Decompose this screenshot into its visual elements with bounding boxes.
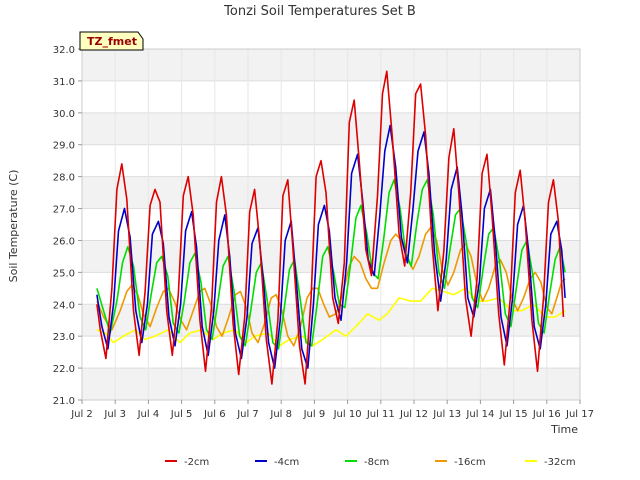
y-axis-label: Soil Temperature (C) xyxy=(7,170,20,283)
grid-band xyxy=(82,49,580,81)
x-tick-label: Jul 3 xyxy=(103,409,126,420)
grid-band xyxy=(82,208,580,241)
x-tick-label: Jul 2 xyxy=(70,409,93,420)
grid-band xyxy=(82,336,580,369)
legend-label: -32cm xyxy=(544,457,576,468)
y-tick-label: 30.0 xyxy=(53,109,75,120)
y-axis: 21.0 22.0 23.0 24.0 25.0 26.0 27.0 28.0 29.0 30.0… xyxy=(53,45,82,407)
y-tick-label: 32.0 xyxy=(53,45,75,56)
y-tick-label: 24.0 xyxy=(53,300,75,311)
x-tick-label: Jul 5 xyxy=(170,409,193,420)
x-tick-label: Jul 17 xyxy=(565,409,594,420)
x-tick-label: Jul 10 xyxy=(333,409,362,420)
x-tick-label: Jul 4 xyxy=(137,409,160,420)
site-badge-label: TZ_fmet xyxy=(87,35,137,48)
x-tick-label: Jul 7 xyxy=(236,409,259,420)
chart-title: Tonzi Soil Temperatures Set B xyxy=(223,4,416,19)
y-tick-label: 23.0 xyxy=(53,332,75,343)
grid-band xyxy=(82,112,580,145)
grid-band xyxy=(82,144,580,177)
legend: -2cm -4cm -8cm -16cm -32cm xyxy=(165,457,576,468)
x-axis: Jul 2 Jul 3 Jul 4 Jul 5 Jul 6 Jul 7 Jul 8 Jul 9… xyxy=(70,400,594,420)
x-tick-label: Jul 8 xyxy=(269,409,292,420)
x-tick-label: Jul 15 xyxy=(499,409,528,420)
site-badge-box xyxy=(79,31,144,51)
y-tick-label: 28.0 xyxy=(53,173,75,184)
y-tick-label: 26.0 xyxy=(53,236,75,247)
y-tick-label: 25.0 xyxy=(53,268,75,279)
y-tick-label: 22.0 xyxy=(53,364,75,375)
legend-label: -8cm xyxy=(364,457,389,468)
x-tick-label: Jul 6 xyxy=(203,409,226,420)
plot-series xyxy=(96,70,566,385)
grid-band xyxy=(82,368,580,400)
y-tick-label: 31.0 xyxy=(53,77,75,88)
y-tick-label: 29.0 xyxy=(53,141,75,152)
x-axis-label: Time xyxy=(550,423,578,436)
x-tick-label: Jul 13 xyxy=(432,409,461,420)
legend-label: -2cm xyxy=(184,457,209,468)
grid-band xyxy=(82,176,580,209)
x-tick-label: Jul 11 xyxy=(366,409,395,420)
legend-label: -16cm xyxy=(454,457,486,468)
x-tick-label: Jul 9 xyxy=(303,409,326,420)
plot-border xyxy=(81,48,581,401)
x-tick-label: Jul 16 xyxy=(532,409,561,420)
grid-band xyxy=(82,80,580,113)
y-tick-label: 27.0 xyxy=(53,205,75,216)
series-line-8cm xyxy=(96,179,566,350)
x-tick-label: Jul 12 xyxy=(399,409,428,420)
series-line-32cm xyxy=(96,287,566,347)
y-tick-label: 21.0 xyxy=(53,396,75,407)
site-badge: TZ_fmet xyxy=(79,31,144,51)
legend-label: -4cm xyxy=(274,457,299,468)
series-line-2cm xyxy=(96,70,565,385)
x-tick-label: Jul 14 xyxy=(465,409,494,420)
